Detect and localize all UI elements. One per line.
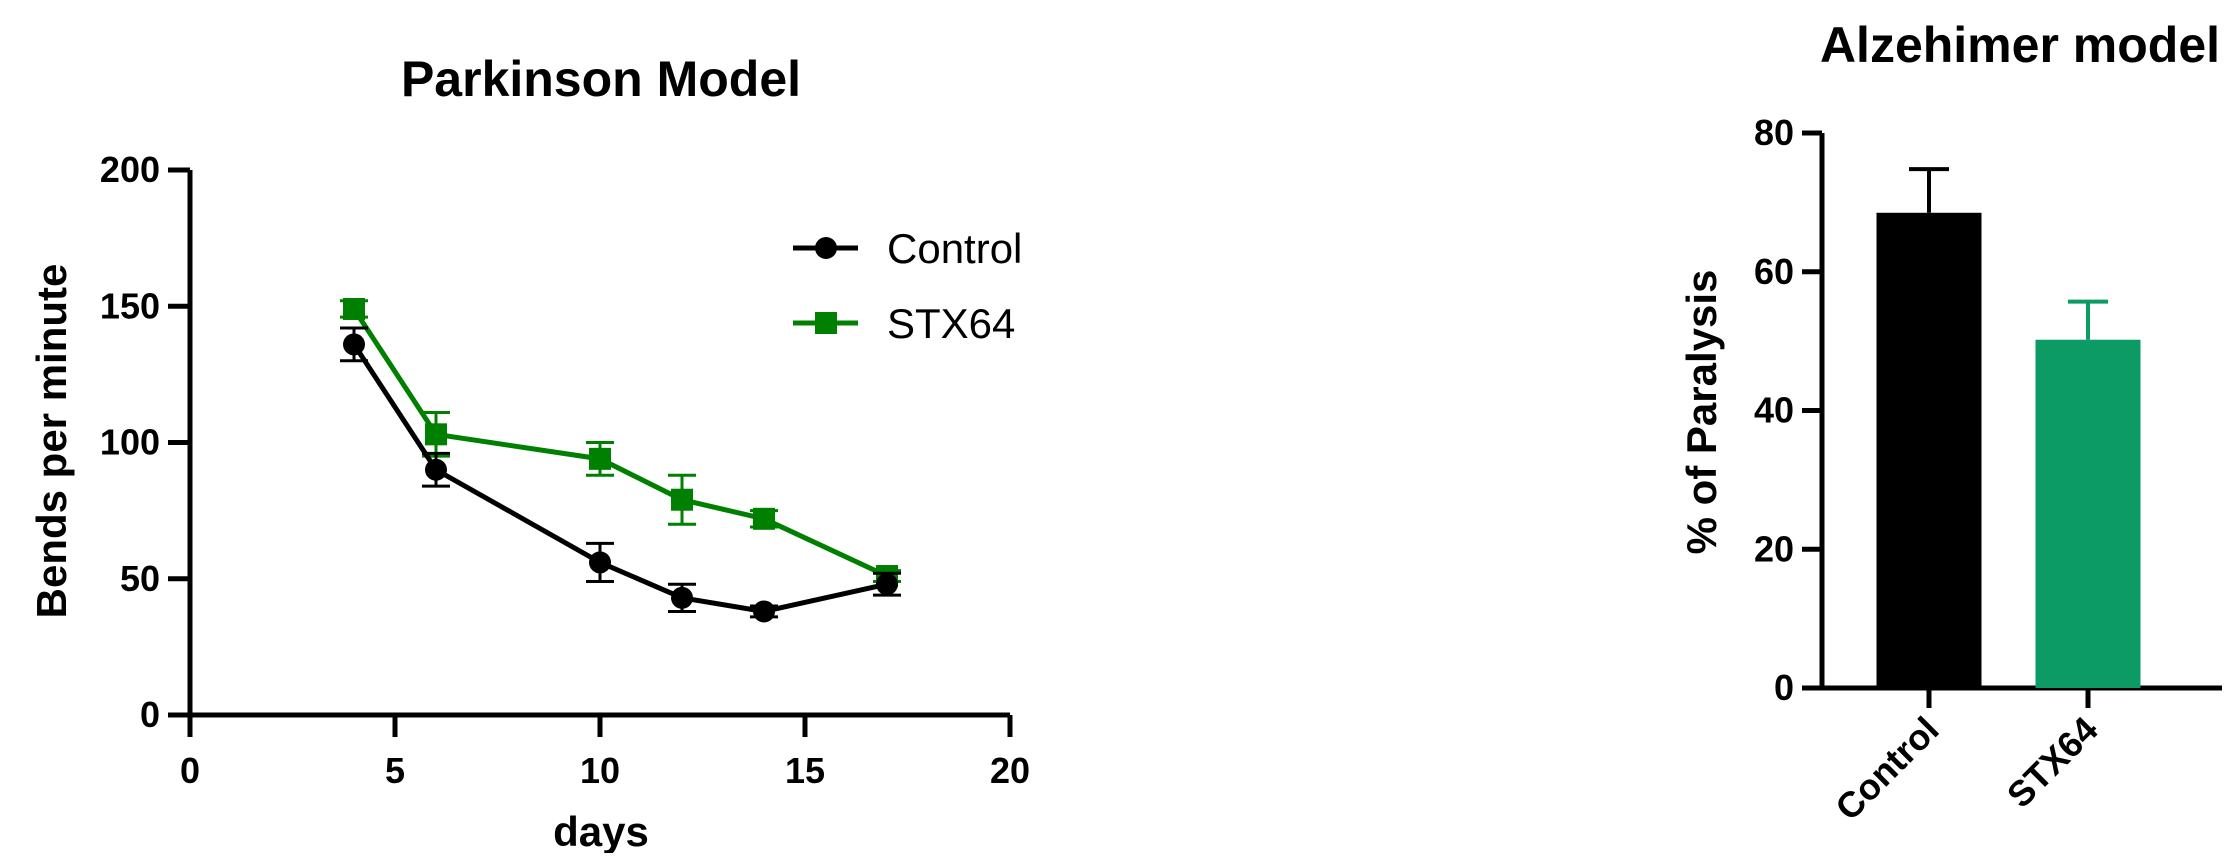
- line-chart-legend: Control STX64: [793, 225, 1022, 347]
- bar-chart-x-tick-label: STX64: [1999, 709, 2106, 816]
- line-chart: Parkinson Model Bends per minute days 0 5…: [28, 51, 1030, 855]
- control-point: [589, 551, 611, 574]
- stx64-point: [671, 488, 693, 511]
- bar-chart-y-tick-label: 80: [1754, 112, 1794, 153]
- bar-chart-bars: [1876, 167, 2141, 688]
- line-chart-title: Parkinson Model: [401, 51, 801, 107]
- stx64-point: [753, 507, 775, 530]
- bar-chart: Alzehimer model % of Paralysis 0 20 40 60 80…: [1678, 17, 2222, 828]
- control-point: [343, 333, 365, 356]
- line-chart-y-tick-label: 100: [100, 422, 160, 463]
- line-chart-y-tick-label: 200: [100, 149, 160, 190]
- bar-chart-x-tick-label: Control: [1827, 709, 1946, 828]
- control-point: [753, 600, 775, 623]
- stx64-legend-label: STX64: [887, 300, 1015, 347]
- line-chart-y-tick-label: 50: [120, 558, 160, 599]
- bar-chart-y-tick-label: 40: [1754, 390, 1794, 431]
- control-point: [876, 573, 898, 596]
- stx64-bar: [2035, 339, 2141, 688]
- line-chart-x-tick-label: 5: [385, 750, 405, 791]
- stx64-point: [425, 423, 447, 446]
- bar-chart-y-tick-label: 20: [1754, 528, 1794, 569]
- bar-chart-title: Alzehimer model: [1820, 17, 2220, 73]
- control-point: [425, 458, 447, 481]
- stx64-point: [343, 297, 365, 320]
- line-chart-x-tick-label: 15: [785, 750, 825, 791]
- line-chart-y-axis-title: Bends per minute: [28, 264, 75, 619]
- line-chart-y-tick-label: 0: [140, 694, 160, 735]
- bar-chart-y-tick-label: 60: [1754, 251, 1794, 292]
- control-legend-marker: [815, 237, 837, 259]
- line-chart-y-tick-label: 150: [100, 285, 160, 326]
- control-point: [671, 586, 693, 609]
- line-chart-axes: 0 50 100 150 200 0 5 10 15 20: [100, 149, 1030, 791]
- line-chart-x-axis-title: days: [553, 808, 649, 853]
- line-chart-x-tick-label: 10: [580, 750, 620, 791]
- control-legend-label: Control: [887, 225, 1022, 272]
- bar-chart-y-axis-title: % of Paralysis: [1678, 270, 1725, 555]
- stx64-point: [589, 447, 611, 470]
- line-chart-series: [340, 297, 901, 623]
- line-chart-x-tick-label: 0: [180, 750, 200, 791]
- control-series-line: [351, 343, 888, 614]
- bar-chart-axes: 0 20 40 60 80 Control STX64: [1754, 112, 2222, 828]
- bar-chart-y-tick-label: 0: [1774, 667, 1794, 708]
- line-chart-x-tick-label: 20: [990, 750, 1030, 791]
- stx64-legend-marker: [815, 312, 837, 334]
- control-bar: [1876, 212, 1982, 688]
